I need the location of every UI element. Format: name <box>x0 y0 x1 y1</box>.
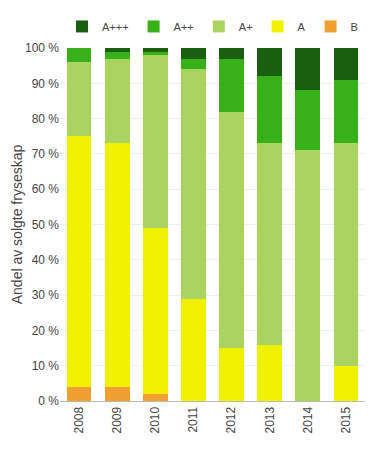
svg-text:10 %: 10 % <box>32 359 60 373</box>
svg-text:2011: 2011 <box>186 406 200 432</box>
svg-text:50 %: 50 % <box>32 218 60 232</box>
svg-text:A++: A++ <box>174 21 194 33</box>
svg-text:80 %: 80 % <box>32 112 60 126</box>
svg-text:2009: 2009 <box>110 406 124 433</box>
svg-text:A: A <box>298 21 306 33</box>
svg-text:B: B <box>351 21 358 33</box>
svg-text:Andel av solgte fryseskap: Andel av solgte fryseskap <box>9 145 25 305</box>
svg-text:A+++: A+++ <box>102 21 129 33</box>
svg-text:20 %: 20 % <box>32 324 60 338</box>
svg-text:2008: 2008 <box>72 406 86 433</box>
svg-text:0 %: 0 % <box>38 394 59 408</box>
svg-text:A+: A+ <box>239 21 253 33</box>
svg-text:2013: 2013 <box>263 406 277 433</box>
svg-text:2012: 2012 <box>224 406 238 433</box>
svg-text:2015: 2015 <box>339 406 353 433</box>
svg-text:40 %: 40 % <box>32 253 60 267</box>
svg-text:30 %: 30 % <box>32 288 60 302</box>
svg-text:100 %: 100 % <box>25 41 59 55</box>
svg-text:2010: 2010 <box>148 406 162 433</box>
svg-text:70 %: 70 % <box>32 147 60 161</box>
svg-text:90 %: 90 % <box>32 77 60 91</box>
svg-text:2014: 2014 <box>301 406 315 433</box>
svg-text:60 %: 60 % <box>32 182 60 196</box>
